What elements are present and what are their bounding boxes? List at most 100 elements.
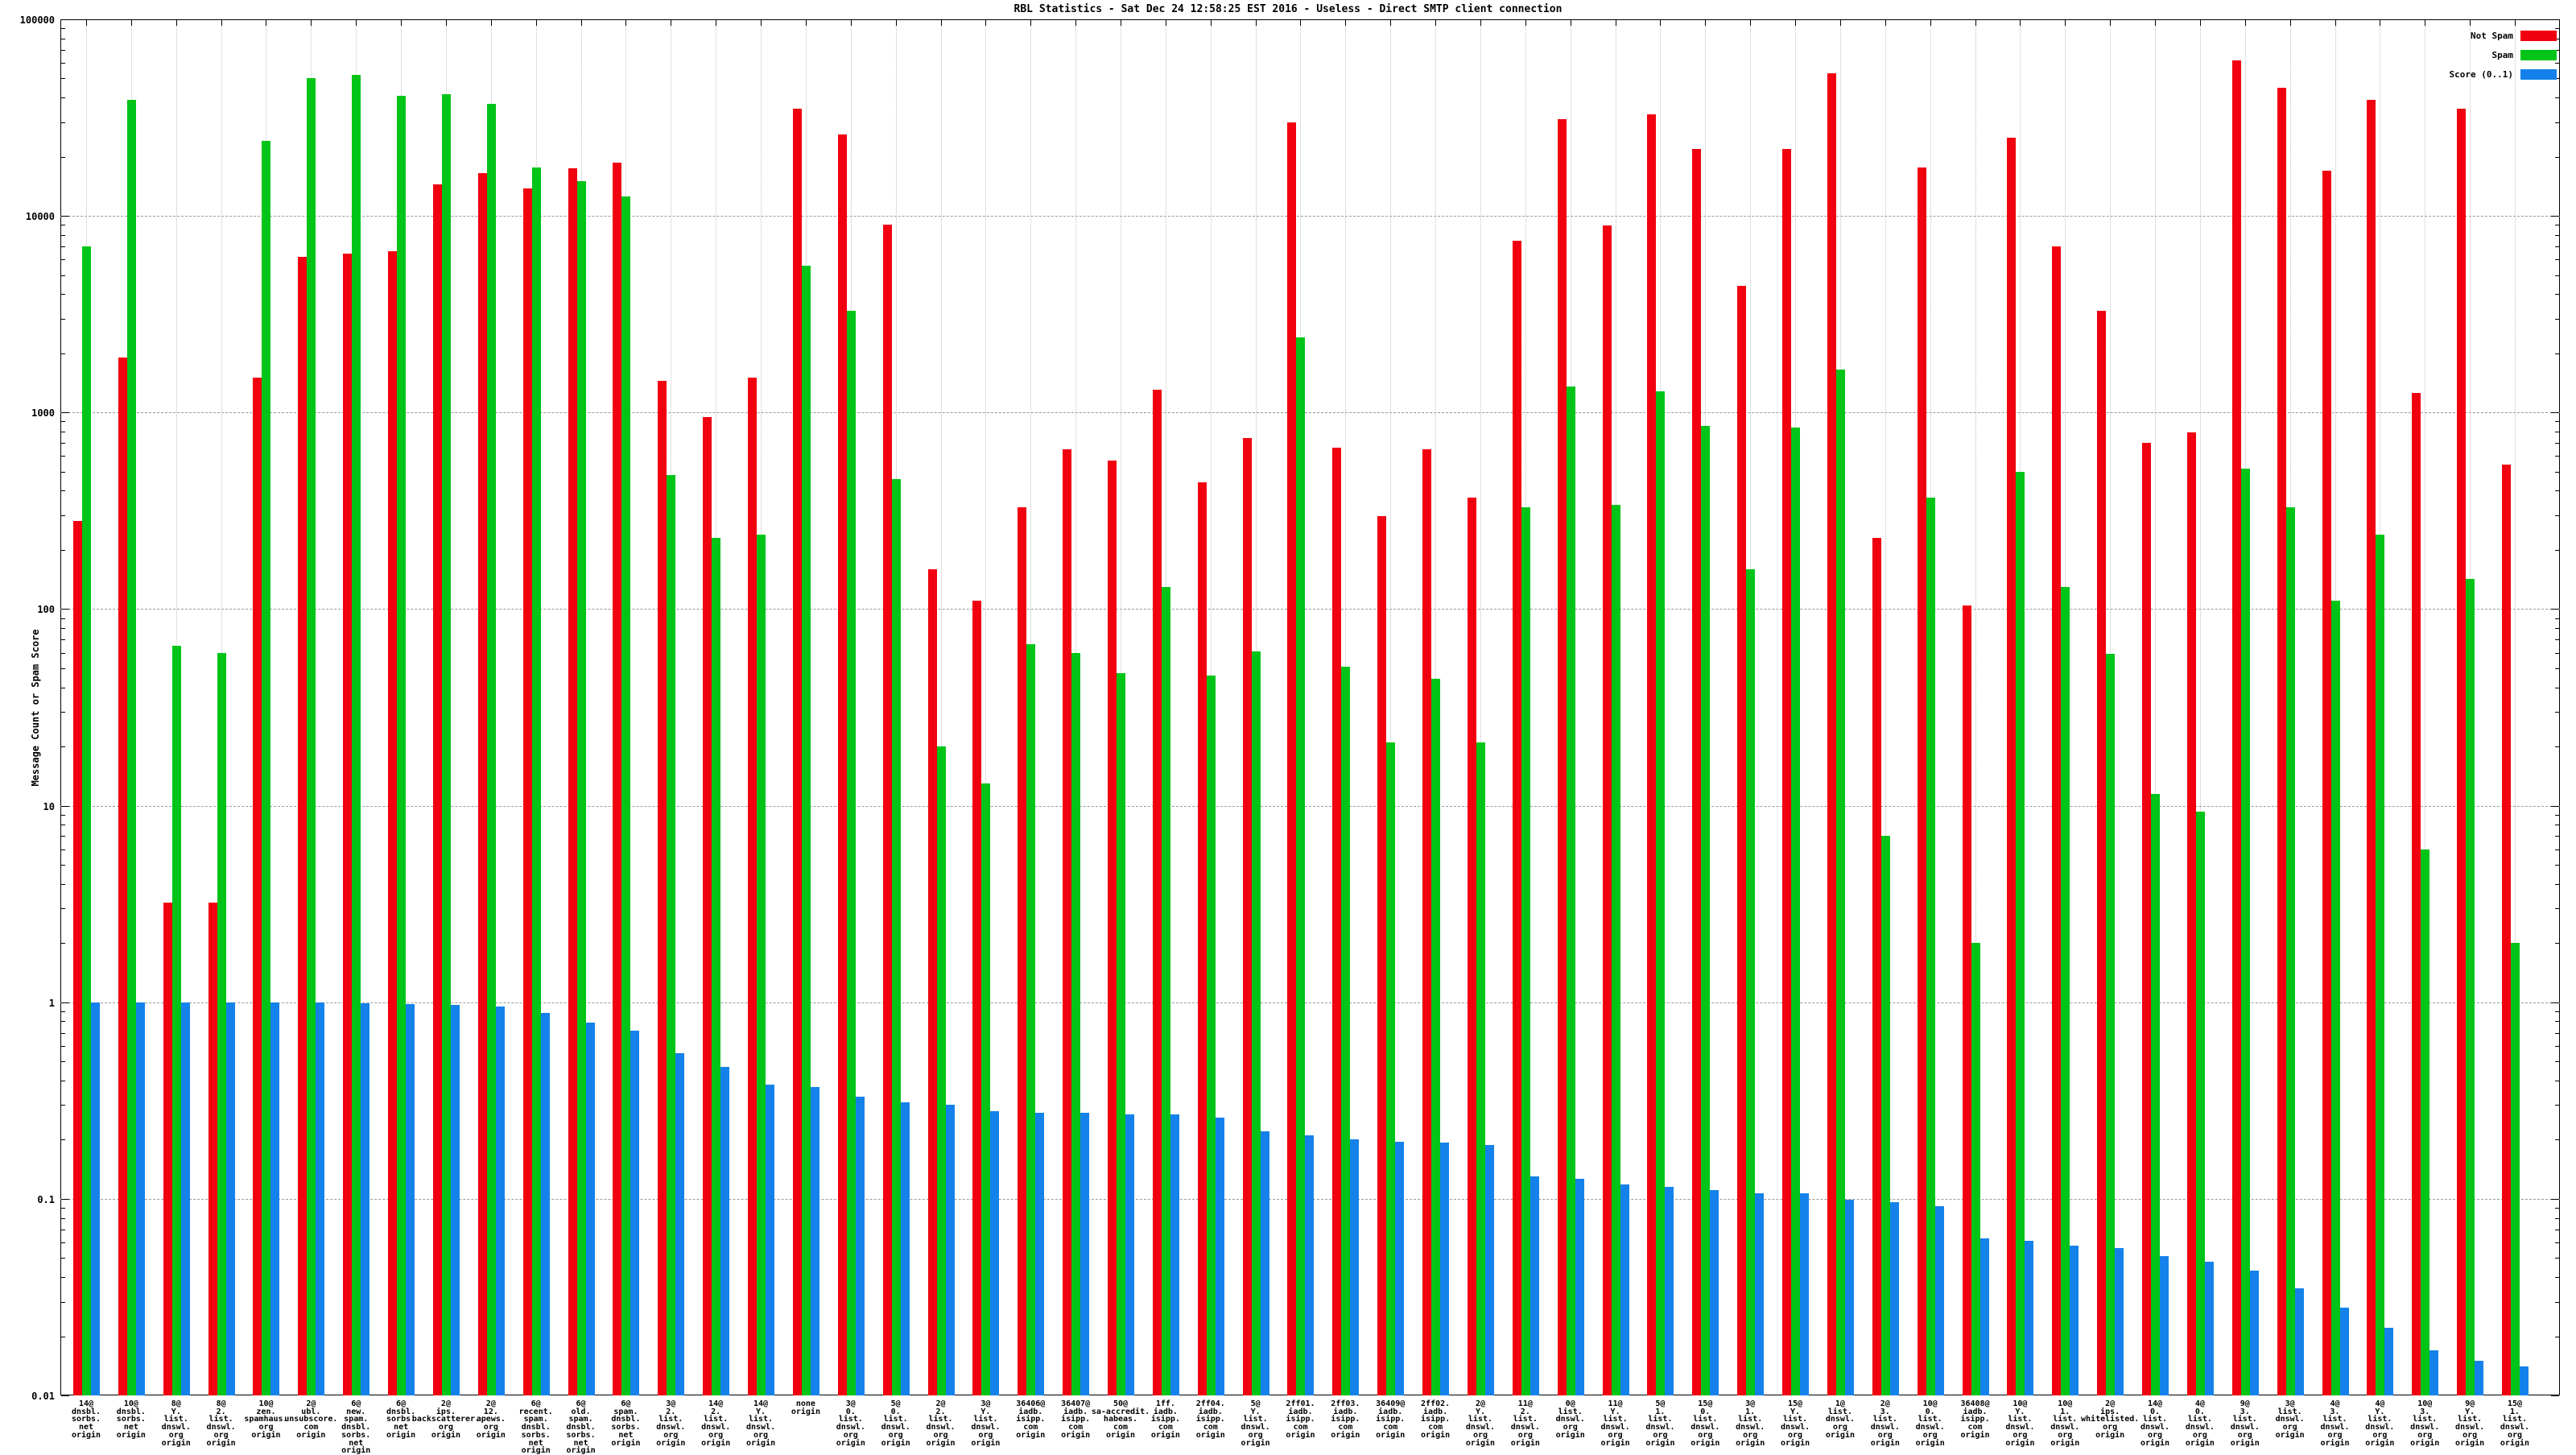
y-minor-tick-left [61,746,65,748]
bar-score [2160,1256,2169,1395]
bar-not-spam [118,358,127,1395]
bar-spam [1880,836,1890,1395]
bar-spam [1835,369,1845,1395]
x-tick-label: 15@ Y. list. dnswl. org origin [1780,1399,1810,1448]
x-tick-label: 2@ 12. apews. org origin [476,1399,506,1440]
y-minor-tick-left [61,652,65,654]
y-minor-tick-left [61,63,65,64]
bar-not-spam [2501,464,2511,1395]
y-minor-tick-left [61,1061,65,1063]
y-tick-label: 0.01 [31,1391,55,1402]
top-tick [1390,19,1392,26]
bar-spam [2330,601,2340,1395]
top-tick [805,19,807,26]
x-tick-label: 4@ 0. list. dnswl. org origin [2185,1399,2215,1448]
top-tick [2155,19,2157,26]
vertical-gridline [2514,19,2516,1395]
y-minor-tick-right [2555,1139,2559,1141]
y-minor-tick-right [2555,814,2559,816]
bar-score [766,1085,775,1395]
top-tick [1705,19,1707,26]
y-minor-tick-left [61,456,65,457]
x-tick-label: 36409@ iadb. isipp. com origin [1376,1399,1406,1440]
bar-not-spam [2367,99,2376,1395]
top-tick [1435,19,1437,26]
bar-spam [1117,673,1125,1395]
y-major-tick-left [61,1395,69,1396]
y-minor-tick-left [61,275,65,276]
x-tick-label: 14@ dnsbl. sorbs. net origin [71,1399,101,1440]
vertical-gridline [1885,19,1886,1395]
x-tick-label: 2@ 2. list. dnswl. org origin [926,1399,956,1448]
x-tick-label: 2ff01. iadb. isipp. com origin [1286,1399,1315,1440]
bar-spam [262,141,271,1395]
bar-not-spam [2322,170,2331,1395]
y-minor-tick-right [2555,746,2559,748]
horizontal-gridline [60,216,2560,217]
top-tick [1839,19,1841,26]
bar-score [1575,1179,1584,1395]
bar-spam [891,478,901,1395]
y-minor-tick-right [2555,259,2559,261]
bar-spam [2016,471,2025,1395]
y-minor-tick-right [2555,63,2559,64]
top-tick [1525,19,1526,26]
bar-spam [1521,506,1530,1395]
legend-item: Not Spam [2334,31,2558,42]
top-tick [1255,19,1257,26]
x-tick-label: 15@ 1. list. dnswl. org origin [2500,1399,2530,1448]
y-minor-tick-left [61,318,65,320]
x-tick-label: 2@ ubl. unsubscore. com origin [284,1399,338,1440]
bar-spam [2061,586,2070,1395]
bar-spam [1656,391,1666,1395]
y-tick-label: 10 [43,800,55,812]
bar-score [630,1030,640,1395]
y-minor-tick-left [61,883,65,885]
bar-score [1889,1202,1899,1395]
bar-not-spam [1422,448,1432,1395]
bar-score [225,1002,235,1395]
bar-score [180,1002,190,1395]
bar-spam [1251,651,1261,1395]
x-tick-label: 36407@ iadb. isipp. com origin [1061,1399,1091,1440]
y-minor-tick-left [61,156,65,158]
top-tick [940,19,942,26]
x-tick-label: 8@ Y. list. dnswl. org origin [161,1399,191,1448]
bar-score [2204,1261,2214,1395]
y-minor-tick-left [61,1105,65,1106]
top-tick [850,19,852,26]
x-tick-label: 50@ sa-accredit. habeas. com origin [1091,1399,1150,1440]
bar-not-spam [2007,137,2017,1395]
bar-not-spam [208,903,217,1395]
y-minor-tick-left [61,49,65,51]
bar-not-spam [1827,73,1836,1395]
top-tick [2020,19,2021,26]
bar-score [2339,1307,2349,1395]
bar-not-spam [1242,438,1252,1395]
bar-spam [441,94,451,1395]
y-minor-tick-left [61,1258,65,1259]
top-tick [2289,19,2291,26]
y-minor-tick-right [2555,1061,2559,1063]
bar-score [1484,1145,1494,1395]
bar-score [1979,1238,1989,1395]
x-tick-label: 10@ 0. list. dnswl. org origin [1915,1399,1945,1448]
bar-score [1125,1114,1134,1395]
bar-spam [936,746,946,1395]
y-tick-label: 0.1 [37,1193,55,1205]
y-minor-tick-right [2555,97,2559,99]
y-minor-tick-left [61,490,65,492]
y-minor-tick-left [61,849,65,850]
y-minor-tick-left [61,122,65,123]
y-minor-tick-right [2555,246,2559,247]
top-tick [356,19,357,26]
y-minor-tick-right [2555,515,2559,516]
top-tick [2110,19,2112,26]
bar-not-spam [972,601,982,1395]
x-tick-label: 1@ list. dnswl. org origin [1825,1399,1855,1440]
x-tick-label: 6@ dnsbl. sorbs. net origin [386,1399,416,1440]
x-tick-label: 10@ 3. list. dnswl. org origin [2410,1399,2440,1448]
bar-spam [2421,849,2430,1395]
top-tick [1030,19,1032,26]
x-tick-label: 2@ Y. list. dnswl. org origin [1465,1399,1496,1448]
